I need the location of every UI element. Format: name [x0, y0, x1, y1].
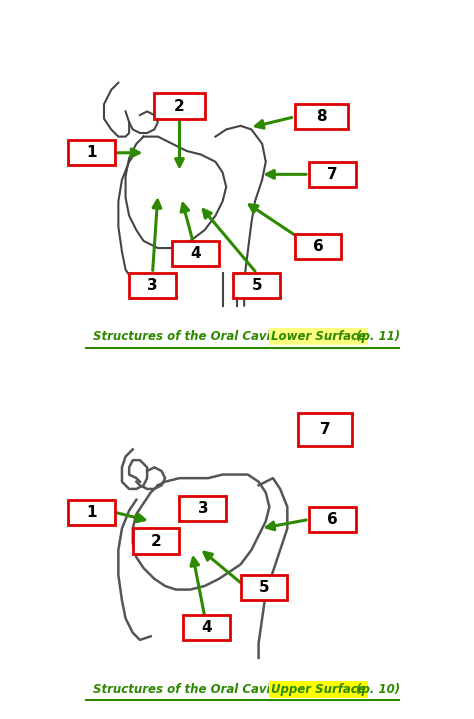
FancyBboxPatch shape	[68, 140, 115, 165]
Text: 1: 1	[86, 505, 97, 520]
FancyBboxPatch shape	[155, 93, 205, 119]
FancyBboxPatch shape	[233, 273, 280, 298]
Text: 6: 6	[327, 512, 337, 527]
Text: (p. 10): (p. 10)	[352, 682, 400, 696]
Text: 2: 2	[174, 99, 185, 114]
FancyBboxPatch shape	[241, 575, 287, 600]
FancyBboxPatch shape	[180, 496, 226, 521]
FancyBboxPatch shape	[183, 615, 230, 640]
FancyBboxPatch shape	[309, 507, 356, 532]
FancyBboxPatch shape	[294, 104, 348, 129]
FancyBboxPatch shape	[133, 528, 180, 554]
Text: Structures of the Oral Cavity:: Structures of the Oral Cavity:	[93, 330, 293, 344]
FancyBboxPatch shape	[68, 500, 115, 525]
Text: 3: 3	[147, 278, 158, 293]
Text: 4: 4	[201, 620, 212, 635]
FancyBboxPatch shape	[172, 241, 219, 266]
Text: Upper Surface: Upper Surface	[271, 682, 366, 696]
Text: 6: 6	[312, 239, 323, 254]
FancyBboxPatch shape	[129, 273, 176, 298]
FancyBboxPatch shape	[298, 413, 352, 446]
Text: Lower Surface: Lower Surface	[271, 330, 366, 344]
Text: 5: 5	[252, 278, 262, 293]
FancyBboxPatch shape	[309, 162, 356, 187]
Text: 4: 4	[191, 246, 201, 261]
Text: 5: 5	[259, 580, 269, 595]
Text: 7: 7	[327, 167, 337, 182]
Text: 8: 8	[316, 109, 327, 124]
Text: (p. 11): (p. 11)	[352, 330, 400, 344]
Text: 3: 3	[198, 501, 208, 516]
Text: 1: 1	[86, 145, 97, 160]
Text: 7: 7	[320, 422, 330, 437]
Text: Structures of the Oral Cavity:: Structures of the Oral Cavity:	[93, 682, 293, 696]
Text: 2: 2	[151, 533, 162, 549]
FancyBboxPatch shape	[294, 234, 341, 259]
